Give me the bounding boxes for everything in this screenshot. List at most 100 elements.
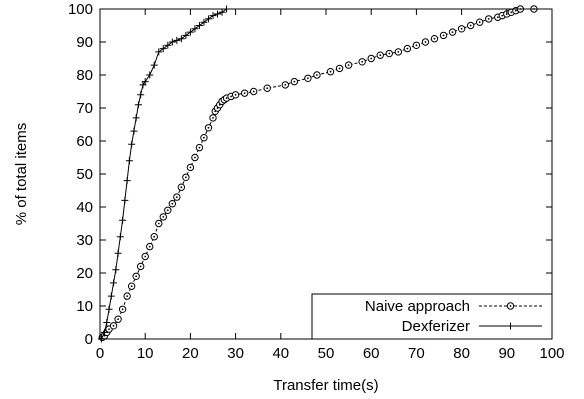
data-point [125, 157, 133, 165]
data-point [150, 61, 158, 69]
ticks-layer: 0 10 20 30 40 50 60 70 80 90 100 0 10 20 30 40 50 60 70 80 9… [68, 1, 565, 362]
data-point [128, 140, 136, 148]
data-point [186, 28, 194, 36]
data-point-center [397, 51, 400, 53]
y-tick-label: 50 [76, 166, 93, 183]
data-point-center [433, 37, 436, 40]
data-point-center [234, 93, 237, 96]
data-point [119, 216, 127, 224]
data-point-center [175, 196, 178, 199]
y-tick-label: 0 [85, 331, 93, 348]
data-point-center [207, 126, 210, 129]
x-tick-label: 50 [318, 345, 335, 362]
series-line [100, 8, 227, 340]
data-point [132, 114, 140, 122]
data-point-center [293, 80, 296, 83]
data-point-center [338, 67, 341, 70]
data-point-center [379, 54, 382, 57]
y-tick-label: 90 [76, 34, 93, 51]
data-point [137, 91, 145, 99]
y-tick-label: 80 [76, 67, 93, 84]
data-point-center [126, 295, 129, 297]
data-point-center [415, 44, 418, 47]
data-point-center [424, 41, 427, 43]
data-point-center [252, 90, 255, 93]
data-point [177, 35, 185, 43]
x-tick-label: 40 [272, 345, 289, 362]
legend-sample-dexferizer [479, 322, 542, 330]
legend-sample-naive [479, 302, 542, 310]
data-point [146, 71, 154, 79]
x-tick-label: 20 [182, 345, 199, 362]
x-tick-label: 100 [539, 345, 564, 362]
x-tick-label: 30 [227, 345, 244, 362]
series-line [101, 8, 534, 338]
y-tick-label: 70 [76, 100, 93, 117]
data-point [114, 249, 122, 257]
data-point-center [501, 14, 504, 17]
data-point-center [230, 95, 232, 98]
data-point-center [184, 176, 187, 179]
data-point-center [130, 285, 133, 288]
data-point-center [406, 47, 409, 50]
data-point-center [442, 34, 445, 37]
data-point-center [157, 222, 160, 225]
data-point-center [487, 18, 490, 20]
y-axis-title: % of total items [13, 123, 30, 226]
data-point-center [198, 146, 201, 149]
data-point-center [139, 265, 142, 268]
legend-label-naive: Naive approach [365, 298, 470, 315]
data-point [164, 41, 172, 49]
legend-marker [507, 322, 514, 330]
data-point-center [180, 186, 183, 189]
data-point [218, 8, 226, 16]
data-point-center [121, 308, 124, 311]
data-point-center [189, 166, 192, 169]
data-point-center [117, 318, 119, 321]
y-tick-label: 20 [76, 265, 93, 282]
data-point [130, 127, 138, 135]
legend-box [311, 293, 553, 340]
data-point-center [171, 202, 174, 205]
data-point [107, 292, 115, 300]
data-point-center [203, 136, 205, 139]
data-point [103, 319, 111, 326]
data-point [168, 38, 176, 46]
data-point-center [135, 275, 138, 278]
data-point-center [510, 11, 513, 14]
y-tick-label: 60 [76, 133, 93, 150]
data-point [116, 233, 124, 241]
data-point-center [144, 255, 147, 258]
data-point-center [284, 84, 287, 86]
data-point-center [316, 74, 318, 76]
data-point-center [225, 97, 228, 99]
data-point-center [162, 216, 165, 218]
data-point-center [451, 31, 454, 33]
data-point [182, 31, 190, 39]
data-point [214, 10, 222, 18]
data-point-center [514, 9, 517, 12]
data-point-center [108, 328, 110, 330]
legend: Naive approach Dexferizer [311, 293, 553, 340]
data-point-center [212, 117, 214, 119]
data-point-center [148, 245, 151, 248]
data-point [195, 22, 203, 29]
legend-marker-center [509, 305, 512, 307]
x-tick-label: 0 [96, 345, 104, 362]
data-point [105, 305, 113, 313]
data-point [173, 36, 181, 44]
data-point [200, 18, 208, 26]
y-tick-label: 100 [68, 1, 93, 18]
data-point [110, 279, 118, 287]
data-point-center [329, 70, 332, 73]
x-tick-label: 90 [498, 345, 515, 362]
data-point-center [194, 156, 196, 159]
series-layer [97, 5, 538, 343]
data-point [209, 12, 217, 20]
x-tick-label: 10 [137, 345, 154, 362]
data-point-center [153, 235, 156, 238]
data-point [123, 177, 131, 185]
data-point [159, 45, 167, 53]
data-point-center [469, 24, 472, 27]
